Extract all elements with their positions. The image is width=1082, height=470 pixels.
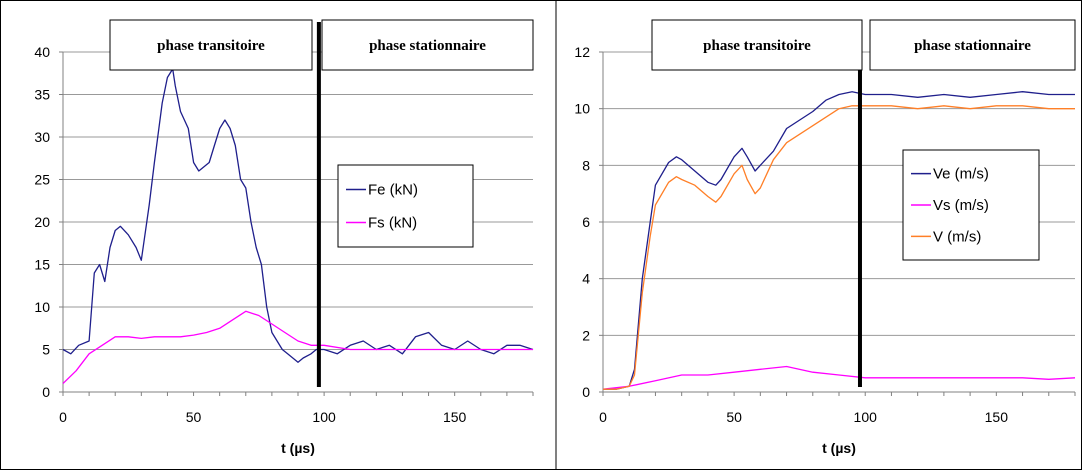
y-tick-label: 12 bbox=[574, 44, 590, 60]
x-tick-label: 100 bbox=[312, 409, 336, 425]
series-line-0 bbox=[62, 68, 534, 363]
velocity-chart-legend: Ve (m/s) Vs (m/s) V (m/s) bbox=[902, 149, 1040, 261]
velocity-chart-x-axis-label: t (µs) bbox=[822, 440, 856, 456]
y-tick-label: 6 bbox=[582, 214, 590, 230]
force-chart-x-axis-label: t (µs) bbox=[281, 440, 315, 456]
legend-label: Fs (kN) bbox=[368, 215, 417, 232]
velocity-chart-phase-labels: phase transitoire phase stationnaire bbox=[651, 19, 1076, 71]
phase-stationnaire-box bbox=[321, 19, 534, 71]
force-chart-y-tick-labels: 0 5 10 15 20 25 30 35 40 bbox=[34, 44, 50, 400]
series-line-1 bbox=[602, 365, 1076, 390]
y-tick-label: 5 bbox=[42, 342, 50, 358]
y-tick-label: 15 bbox=[34, 257, 50, 273]
y-tick-label: 0 bbox=[42, 384, 50, 400]
x-tick-label: 50 bbox=[726, 409, 742, 425]
phase-transitoire-label: phase transitoire bbox=[157, 38, 265, 54]
series-line-1 bbox=[62, 310, 533, 384]
x-tick-label: 100 bbox=[854, 409, 878, 425]
series-line-0 bbox=[603, 91, 1075, 390]
x-tick-label: 150 bbox=[443, 409, 467, 425]
y-tick-label: 4 bbox=[582, 271, 590, 287]
legend-label: Fe (kN) bbox=[368, 182, 418, 199]
y-tick-label: 0 bbox=[582, 384, 590, 400]
y-tick-label: 25 bbox=[34, 172, 50, 188]
legend-label: Ve (m/s) bbox=[933, 166, 989, 183]
x-tick-label: 50 bbox=[186, 409, 202, 425]
phase-transitoire-box bbox=[651, 19, 863, 71]
phase-transitoire-label: phase transitoire bbox=[703, 38, 811, 54]
legend-label: Vs (m/s) bbox=[933, 197, 989, 214]
y-tick-label: 30 bbox=[34, 129, 50, 145]
x-tick-label: 0 bbox=[599, 409, 607, 425]
force-chart-phase-labels: phase transitoire phase stationnaire bbox=[109, 19, 534, 71]
velocity-chart-series bbox=[602, 91, 1076, 390]
y-tick-label: 10 bbox=[34, 299, 50, 315]
y-tick-label: 20 bbox=[34, 214, 50, 230]
velocity-chart-x-tick-labels: 0 50 100 150 bbox=[599, 409, 1008, 425]
y-tick-label: 8 bbox=[582, 157, 590, 173]
phase-stationnaire-box bbox=[869, 19, 1076, 71]
velocity-chart-axes bbox=[599, 51, 1076, 396]
y-tick-label: 35 bbox=[34, 87, 50, 103]
phase-transitoire-box bbox=[109, 19, 313, 71]
y-tick-label: 40 bbox=[34, 44, 50, 60]
x-tick-label: 0 bbox=[59, 409, 67, 425]
velocity-chart-y-tick-labels: 0 2 4 6 8 10 12 bbox=[574, 44, 590, 400]
legend-label: V (m/s) bbox=[933, 228, 981, 245]
series-line-2 bbox=[603, 105, 1075, 390]
force-chart-axes bbox=[59, 51, 534, 396]
x-tick-label: 150 bbox=[985, 409, 1009, 425]
force-chart-series bbox=[62, 68, 534, 384]
velocity-chart: 0 2 4 6 8 10 12 0 50 100 150 t (µs) phase transit… bbox=[574, 19, 1076, 456]
y-tick-label: 2 bbox=[582, 327, 590, 343]
legend-box bbox=[337, 164, 474, 248]
phase-stationnaire-label: phase stationnaire bbox=[914, 38, 1031, 54]
y-tick-label: 10 bbox=[574, 101, 590, 117]
force-chart: 0 5 10 15 20 25 30 35 40 0 50 100 150 t (µs) phase … bbox=[34, 19, 534, 456]
phase-stationnaire-label: phase stationnaire bbox=[369, 38, 486, 54]
force-chart-legend: Fe (kN) Fs (kN) bbox=[337, 164, 474, 248]
force-chart-x-tick-labels: 0 50 100 150 bbox=[59, 409, 466, 425]
